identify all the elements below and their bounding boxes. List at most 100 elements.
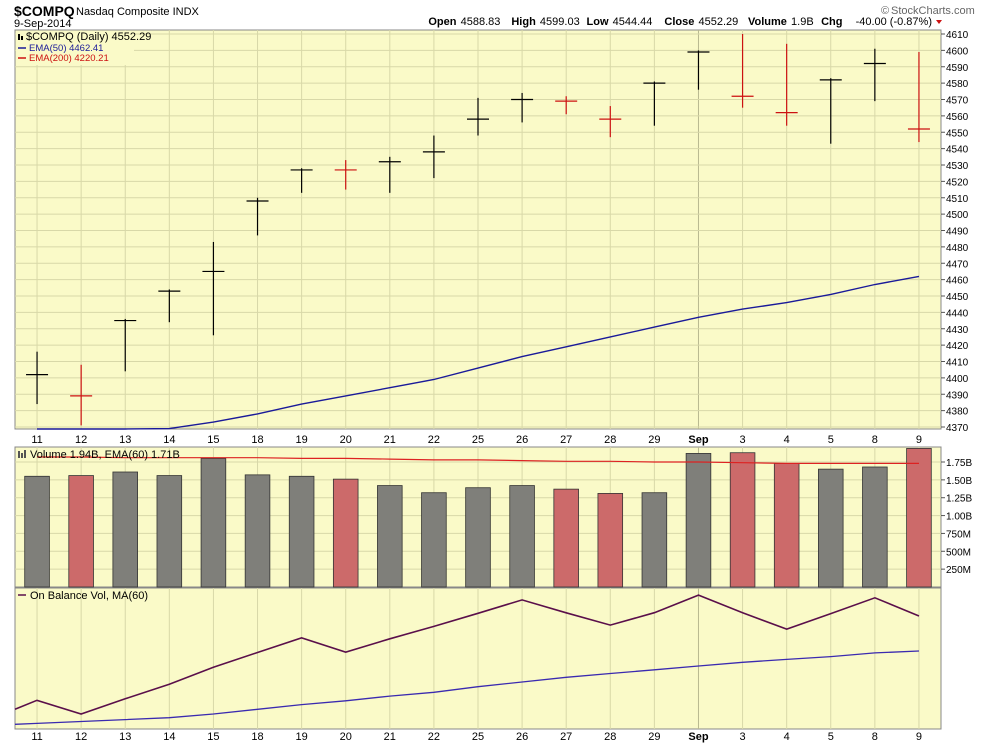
y-tick-label: 1.25B — [946, 494, 972, 505]
x-tick-label: 11 — [31, 731, 42, 743]
x-tick-label: 19 — [295, 434, 307, 446]
x-tick-label: 14 — [163, 731, 175, 743]
quote-label: Low — [587, 16, 609, 28]
quote-label: Close — [664, 16, 694, 28]
x-tick-label: 4 — [784, 731, 790, 743]
ohlc-bar — [26, 351, 49, 405]
x-tick-label: 3 — [740, 434, 746, 446]
y-tick-label: 4570 — [946, 96, 969, 107]
volume-bar — [156, 475, 183, 588]
x-tick-label: 13 — [119, 434, 131, 446]
x-tick-label: 15 — [207, 731, 219, 743]
ohlc-legend-icon — [18, 34, 20, 40]
x-tick-label: 25 — [472, 434, 484, 446]
ohlc-bar — [422, 135, 445, 179]
chart-date: 9-Sep-2014 — [14, 18, 72, 30]
x-tick-label: 27 — [560, 731, 572, 743]
ohlc-bar — [775, 43, 798, 126]
volume-bar — [421, 492, 447, 588]
x-tick-label: 28 — [604, 731, 616, 743]
x-tick-label: 12 — [75, 434, 87, 446]
quote-value: 4552.29 — [699, 16, 739, 28]
ohlc-bar — [731, 34, 754, 108]
volume-bar — [818, 468, 844, 588]
brand-link[interactable]: © StockCharts.com — [881, 5, 975, 17]
x-tick-label: 21 — [384, 434, 396, 446]
y-tick-label: 4560 — [946, 112, 969, 123]
ohlc-bar — [290, 168, 313, 193]
quote-value: 4544.44 — [613, 16, 653, 28]
x-tick-label: 3 — [740, 731, 746, 743]
x-tick-label: 28 — [604, 434, 616, 446]
quote-label: Chg — [821, 16, 842, 28]
ema50-legend-label: EMA(50) 4462.41 — [29, 43, 103, 54]
x-tick-label: 20 — [340, 434, 352, 446]
volume-bar — [200, 458, 227, 588]
y-tick-label: 4590 — [946, 63, 969, 74]
y-tick-label: 250M — [946, 565, 971, 576]
x-tick-label: Sep — [688, 434, 708, 446]
x-tick-label: Sep — [688, 731, 708, 743]
ohlc-bar — [863, 48, 886, 102]
price-legend-main: $COMPQ (Daily) 4552.29 — [26, 31, 151, 43]
x-tick-label: 21 — [384, 731, 396, 743]
x-tick-label: 25 — [472, 731, 484, 743]
down-arrow-icon — [936, 20, 942, 24]
y-tick-label: 4530 — [946, 161, 969, 172]
y-tick-label: 4460 — [946, 276, 969, 287]
volume-bar — [862, 466, 888, 588]
y-tick-label: 4370 — [946, 423, 969, 434]
ohlc-bar — [246, 197, 269, 236]
volume-ema-line — [37, 456, 919, 464]
volume-bar — [553, 488, 579, 588]
y-tick-label: 4520 — [946, 177, 969, 188]
ohlc-bar — [599, 106, 622, 138]
volume-bar — [68, 475, 94, 588]
volume-bar — [288, 475, 315, 588]
x-tick-label: 4 — [784, 434, 790, 446]
x-tick-label: 26 — [516, 434, 528, 446]
volume-bar — [509, 485, 535, 588]
volume-legend-label: Volume 1.94B, EMA(60) 1.71B — [30, 449, 180, 461]
obv-ma-line — [14, 650, 920, 725]
y-tick-label: 4490 — [946, 227, 969, 238]
y-tick-label: 4380 — [946, 407, 969, 418]
price-panel: 4370438043904400441044204430444044504460… — [14, 29, 969, 446]
ohlc-bar — [555, 96, 578, 115]
y-tick-label: 4430 — [946, 325, 969, 336]
quote-line: -40.00 (-0.87%) Chg 1.9B Volume 4552.29 Close… — [428, 16, 942, 28]
ohlc-bar — [819, 78, 842, 144]
ema200-legend-label: EMA(200) 4220.21 — [29, 53, 109, 64]
volume-bar — [906, 448, 932, 588]
y-tick-label: 1.00B — [946, 512, 972, 523]
x-tick-label: 18 — [251, 731, 263, 743]
y-tick-label: 4400 — [946, 374, 969, 385]
quote-label: Open — [428, 16, 456, 28]
ohlc-bar — [114, 318, 137, 372]
x-tick-label: 22 — [428, 434, 440, 446]
x-tick-label: 5 — [828, 434, 834, 446]
y-tick-label: 4580 — [946, 79, 969, 90]
volume-bar — [377, 485, 403, 588]
x-tick-label: 12 — [75, 731, 87, 743]
x-tick-label: 18 — [251, 434, 263, 446]
ema50-line — [37, 275, 920, 430]
x-tick-label: 9 — [916, 434, 922, 446]
copyright-icon: © — [881, 5, 889, 17]
volume-bar — [729, 452, 756, 588]
obv-panel: On Balance Vol, MA(60) 11 12 13 14 15 18 19 20 21… — [14, 587, 942, 743]
x-tick-label: 11 — [31, 434, 42, 446]
volume-bar — [465, 487, 491, 588]
y-tick-label: 4470 — [946, 259, 969, 270]
ohlc-bar — [907, 52, 930, 143]
volume-panel: 250M 500M 750M 1.00B 1.25B 1.50B 1.75B Volume 1… — [14, 446, 972, 588]
quote-value: 4588.83 — [461, 16, 501, 28]
quote-value: -40.00 (-0.87%) — [856, 16, 932, 28]
ohlc-bar — [70, 364, 93, 426]
y-tick-label: 4540 — [946, 145, 969, 156]
ohlc-bar — [467, 97, 489, 136]
volume-bar — [244, 474, 271, 588]
y-tick-label: 4390 — [946, 390, 969, 401]
